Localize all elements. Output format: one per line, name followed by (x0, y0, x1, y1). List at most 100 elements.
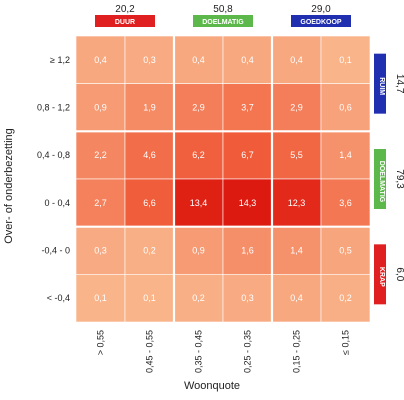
cell-value: 0,2 (192, 293, 205, 303)
column-group-total: 29,0 (311, 4, 331, 15)
group-separators (72, 36, 370, 342)
heatmap-cell (75, 178, 126, 227)
cell-value-labels: 0,4 0,3 0,4 0,4 0,4 0,1 0,9 1,9 2,9 3,7 2,9 0,6 2,2 4… (94, 55, 352, 303)
y-tick-labels: ≥ 1,2 0,8 - 1,2 0,4 - 0,8 0 - 0,4 -0,4 - 0 < … (37, 55, 70, 303)
cell-value: 0,4 (290, 55, 303, 65)
heatmap-cell (75, 131, 126, 180)
column-group-label: GOEDKOOP (300, 19, 342, 26)
cell-value: 0,9 (94, 103, 107, 113)
heatmap-cell (222, 83, 273, 132)
heatmap-cell (320, 35, 371, 84)
cell-value: 1,9 (143, 103, 156, 113)
cell-value: 0,4 (192, 55, 205, 65)
x-axis-label: Woonquote (184, 380, 240, 392)
cell-value: 3,6 (339, 198, 352, 208)
heatmap-cell (173, 226, 224, 275)
row-group-headers: RUIM 14,7 DOELMATIG 79,3 KRAP 6,0 (374, 53, 404, 305)
heatmap-cell (320, 83, 371, 132)
heatmap-cell (75, 226, 126, 275)
cell-value: 0,3 (94, 246, 107, 256)
heatmap-cell (222, 274, 273, 323)
column-group-headers: 20,2 DUUR 50,8 DOELMATIG 29,0 GOEDKOOP (95, 4, 351, 27)
heatmap-cell (320, 274, 371, 323)
row-group-badge (374, 149, 386, 209)
heatmap-cell (222, 226, 273, 275)
cell-value: 0,2 (143, 246, 156, 256)
column-group-label: DOELMATIG (202, 19, 244, 26)
cell-value: 0,4 (94, 55, 107, 65)
x-tick-label: 0,25 - 0,35 (243, 330, 253, 373)
cell-value: 0,5 (339, 246, 352, 256)
heatmap-cell (271, 226, 322, 275)
cell-value: 1,4 (290, 246, 303, 256)
heatmap-cell (124, 178, 175, 227)
cell-value: 14,3 (239, 198, 257, 208)
x-tick-label: 0,35 - 0,45 (194, 330, 204, 373)
heatmap-cell (271, 178, 322, 227)
y-tick-label: < -0,4 (47, 293, 70, 303)
heatmap-cell (320, 178, 371, 227)
cell-value: 0,6 (339, 103, 352, 113)
heatmap-cell (75, 274, 126, 323)
heatmap-cell (222, 131, 273, 180)
x-tick-label: 0,15 - 0,25 (292, 330, 302, 373)
cell-value: 13,4 (190, 198, 208, 208)
heatmap-cell (173, 178, 224, 227)
x-tick-label: ≤ 0,15 (341, 330, 351, 355)
cell-value: 2,9 (290, 103, 303, 113)
cell-value: 3,7 (241, 103, 254, 113)
cell-value: 6,2 (192, 150, 205, 160)
heatmap-cell (75, 35, 126, 84)
row-group-label: DOELMATIG (378, 161, 385, 203)
cell-value: 0,3 (143, 55, 156, 65)
heatmap-cell (271, 35, 322, 84)
row-group-total: 79,3 (394, 169, 404, 189)
row-group-label: KRAP (378, 267, 385, 287)
cell-value: 5,5 (290, 150, 303, 160)
heatmap-cell (271, 131, 322, 180)
y-tick-label: -0,4 - 0 (41, 246, 70, 256)
heatmap-cell (320, 226, 371, 275)
y-tick-label: 0 - 0,4 (44, 198, 70, 208)
row-group-badge (374, 53, 386, 114)
y-tick-label: ≥ 1,2 (50, 55, 70, 65)
cell-value: 6,7 (241, 150, 254, 160)
row-group-total: 14,7 (394, 74, 404, 94)
heatmap-cell (222, 35, 273, 84)
x-tick-labels: > 0,55 0,45 - 0,55 0,35 - 0,45 0,25 - 0,35 0… (96, 330, 351, 373)
column-group-label: DUUR (115, 19, 135, 26)
cell-value: 4,6 (143, 150, 156, 160)
y-tick-label: 0,8 - 1,2 (37, 103, 70, 113)
heatmap-cell (271, 274, 322, 323)
column-group-badge (193, 15, 253, 27)
cell-value: 1,4 (339, 150, 352, 160)
cell-value: 6,6 (143, 198, 156, 208)
heatmap-cell (222, 178, 273, 227)
cell-value: 0,3 (241, 293, 254, 303)
cell-value: 12,3 (288, 198, 306, 208)
cell-value: 2,9 (192, 103, 205, 113)
column-group-badge (291, 15, 351, 27)
column-group-badge (95, 15, 155, 27)
heatmap-cell (124, 83, 175, 132)
y-axis-label: Over- of onderbezetting (3, 128, 15, 244)
heatmap-cells (75, 35, 371, 323)
column-group-total: 20,2 (115, 4, 135, 15)
row-group-badge (374, 244, 386, 305)
x-tick-label: 0,45 - 0,55 (145, 330, 155, 373)
cell-value: 0,2 (339, 293, 352, 303)
row-group-total: 6,0 (394, 267, 404, 281)
cell-value: 0,1 (339, 55, 352, 65)
column-group-total: 50,8 (213, 4, 233, 15)
heatmap-cell (173, 35, 224, 84)
cell-value: 2,7 (94, 198, 107, 208)
cell-value: 1,6 (241, 246, 254, 256)
y-tick-label: 0,4 - 0,8 (37, 150, 70, 160)
x-tick-label: > 0,55 (96, 330, 106, 355)
cell-value: 2,2 (94, 150, 107, 160)
cell-value: 0,4 (241, 55, 254, 65)
heatmap-cell (320, 131, 371, 180)
heatmap-cell (124, 35, 175, 84)
row-group-label: RUIM (378, 77, 385, 95)
